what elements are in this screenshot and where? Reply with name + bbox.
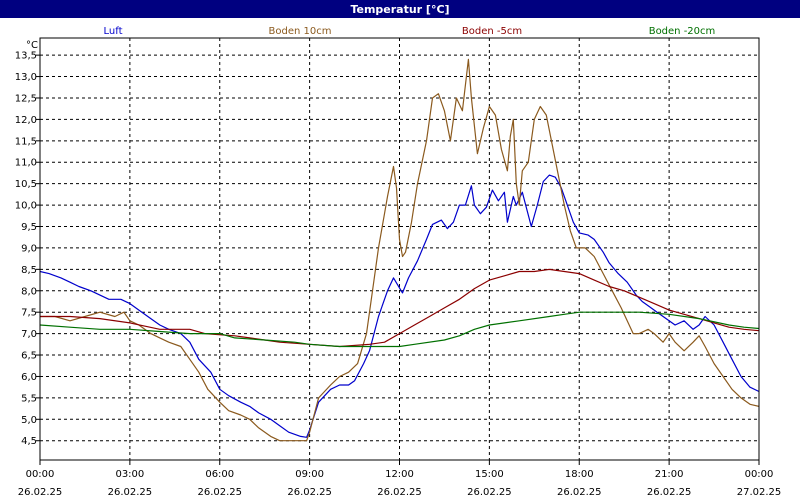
y-tick-label: 5,0	[21, 415, 37, 426]
y-tick-label: 7,0	[21, 329, 37, 340]
x-axis: 00:00 26.02.25 03:00 26.02.25 06:00 26.02.25 0…	[18, 460, 782, 498]
y-tick-label: 13,0	[15, 72, 37, 83]
legend-item: Boden -20cm	[649, 26, 716, 37]
x-tick-date: 27.02.25	[737, 487, 782, 498]
x-tick-date: 26.02.25	[467, 487, 512, 498]
y-tick-label: 11,5	[15, 136, 37, 147]
chart-title: Temperatur [°C]	[0, 0, 800, 18]
y-tick-label: 9,5	[21, 222, 37, 233]
y-tick-label: 8,5	[21, 265, 37, 276]
y-tick-label: 13,5	[15, 51, 37, 62]
y-tick-label: 8,0	[21, 286, 37, 297]
x-tick-time: 15:00	[475, 469, 504, 480]
y-tick-label: 10,5	[15, 179, 37, 190]
y-tick-label: 11,0	[15, 158, 37, 169]
x-tick-date: 26.02.25	[108, 487, 153, 498]
x-tick-date: 26.02.25	[557, 487, 602, 498]
x-tick-time: 00:00	[26, 469, 55, 480]
x-tick-date: 26.02.25	[377, 487, 422, 498]
y-tick-label: 6,5	[21, 351, 37, 362]
x-tick-date: 26.02.25	[18, 487, 63, 498]
series-line	[40, 174, 759, 438]
y-tick-label: 10,0	[15, 201, 37, 212]
x-tick-time: 12:00	[385, 469, 414, 480]
y-axis-unit: °C	[26, 40, 38, 51]
series-lines	[40, 58, 759, 442]
x-tick-date: 26.02.25	[287, 487, 332, 498]
x-tick-time: 06:00	[205, 469, 234, 480]
temperature-chart: Luft Boden 10cm Boden -5cm Boden -20cm 4,5 5…	[15, 26, 782, 498]
x-tick-time: 09:00	[295, 469, 324, 480]
y-tick-label: 12,5	[15, 93, 37, 104]
x-tick-time: 21:00	[655, 469, 684, 480]
legend-item: Luft	[104, 26, 123, 37]
x-tick-time: 18:00	[565, 469, 594, 480]
y-tick-label: 6,0	[21, 372, 37, 383]
y-axis: 4,5 5,0 5,5 6,0 6,5 7,0 7,5 8,0 8,5 9,0 9,5 10,0 10,…	[15, 51, 40, 447]
y-tick-label: 4,5	[21, 436, 37, 447]
x-tick-time: 00:00	[745, 469, 774, 480]
x-tick-time: 03:00	[115, 469, 144, 480]
y-tick-label: 7,5	[21, 308, 37, 319]
legend: Luft Boden 10cm Boden -5cm Boden -20cm	[104, 26, 716, 37]
grid	[40, 38, 759, 460]
x-tick-date: 26.02.25	[647, 487, 692, 498]
series-line	[40, 58, 759, 442]
y-tick-label: 12,0	[15, 115, 37, 126]
series-line	[40, 311, 759, 348]
x-tick-date: 26.02.25	[197, 487, 242, 498]
y-tick-label: 9,0	[21, 243, 37, 254]
y-tick-label: 5,5	[21, 393, 37, 404]
series-line	[40, 268, 759, 348]
legend-item: Boden -5cm	[462, 26, 522, 37]
legend-item: Boden 10cm	[269, 26, 332, 37]
